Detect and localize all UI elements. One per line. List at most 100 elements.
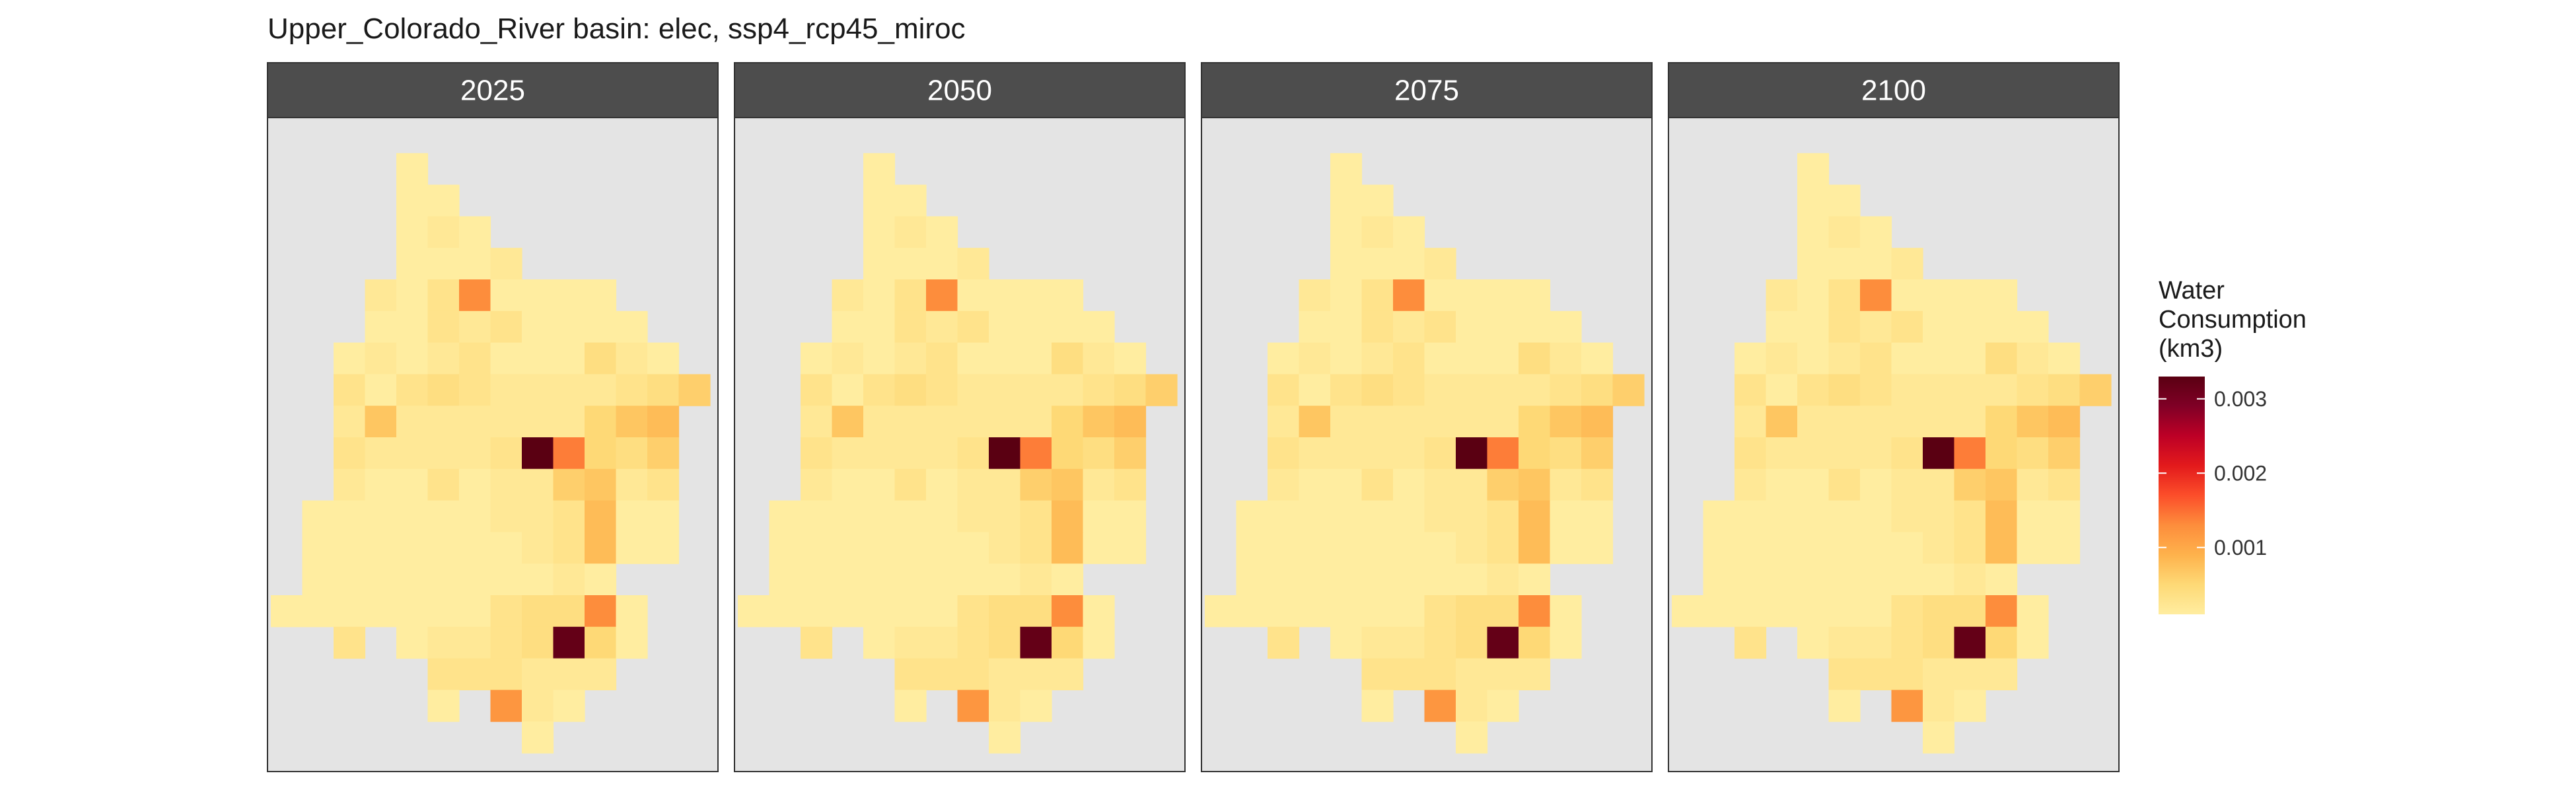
heatmap-cell xyxy=(1828,532,1861,564)
heatmap-cell xyxy=(863,153,896,186)
heatmap-cell xyxy=(1986,500,2018,532)
heatmap-cell xyxy=(459,248,491,280)
heatmap-cell xyxy=(957,500,989,532)
heatmap-cell xyxy=(894,658,927,690)
heatmap-cell xyxy=(1393,216,1425,248)
heatmap-cell xyxy=(957,658,989,690)
heatmap-cell xyxy=(832,310,864,344)
heatmap-cell xyxy=(1052,595,1084,628)
heatmap-cell xyxy=(1581,342,1614,375)
heatmap-cell xyxy=(1361,690,1394,722)
heatmap-cell xyxy=(1954,406,1986,438)
heatmap-cell xyxy=(1923,500,1955,532)
heatmap-cell xyxy=(1487,406,1519,438)
heatmap-cell xyxy=(522,626,554,659)
heatmap-cell xyxy=(1797,310,1830,344)
heatmap-cell xyxy=(396,342,429,375)
heatmap-cell xyxy=(647,500,680,532)
heatmap-cell xyxy=(2017,406,2049,438)
heatmap-cell xyxy=(1550,437,1582,470)
heatmap-cell xyxy=(1550,374,1582,406)
heatmap-cell xyxy=(427,342,460,375)
heatmap-cell xyxy=(1083,374,1115,406)
heatmap-cell xyxy=(1424,406,1456,438)
heatmap-cell xyxy=(522,721,554,754)
heatmap-cell xyxy=(1393,310,1425,344)
heatmap-cell xyxy=(1456,468,1488,501)
heatmap-cell xyxy=(1052,374,1084,406)
heatmap-cell xyxy=(365,310,397,344)
heatmap-cell xyxy=(427,184,460,217)
heatmap-cell xyxy=(1954,342,1986,375)
facet-strip xyxy=(1201,62,1653,118)
heatmap-cell xyxy=(1923,595,1955,628)
heatmap-cell xyxy=(1330,563,1363,596)
heatmap-cell xyxy=(863,500,896,532)
facet-strip-label: 2100 xyxy=(1861,75,1926,107)
heatmap-cell xyxy=(1797,153,1830,186)
heatmap-cell xyxy=(1766,437,1798,470)
heatmap-cell xyxy=(926,658,958,690)
heatmap-cell xyxy=(1361,532,1394,564)
heatmap-cell xyxy=(1268,595,1300,628)
heatmap-cell xyxy=(616,595,648,628)
heatmap-cell xyxy=(1361,658,1394,690)
heatmap-cell xyxy=(1424,310,1456,344)
heatmap-cell xyxy=(1797,248,1830,280)
heatmap-cell xyxy=(1424,658,1456,690)
heatmap-cell xyxy=(1735,437,1767,470)
heatmap-cell xyxy=(1083,595,1115,628)
heatmap-cell xyxy=(1236,532,1268,564)
heatmap-cell xyxy=(490,563,522,596)
heatmap-cell xyxy=(1145,374,1178,406)
heatmap-cell xyxy=(1236,595,1268,628)
heatmap-cell xyxy=(396,248,429,280)
heatmap-cell xyxy=(1020,500,1052,532)
heatmap-cell xyxy=(1550,406,1582,438)
heatmap-cell xyxy=(522,690,554,722)
heatmap-cell xyxy=(1581,406,1614,438)
heatmap-cell xyxy=(2048,374,2081,406)
heatmap-cell xyxy=(1860,374,1892,406)
heatmap-cell xyxy=(1330,248,1363,280)
heatmap-cell xyxy=(1083,310,1115,344)
heatmap-cell xyxy=(1487,437,1519,470)
legend-title-line: Consumption xyxy=(2159,306,2307,334)
heatmap-cell xyxy=(1299,563,1331,596)
heatmap-cell xyxy=(616,342,648,375)
heatmap-cell xyxy=(1923,468,1955,501)
heatmap-cell xyxy=(1891,437,1923,470)
heatmap-cell xyxy=(302,563,334,596)
heatmap-cell xyxy=(1891,279,1923,312)
heatmap-cell xyxy=(1114,406,1147,438)
heatmap-cell xyxy=(832,437,864,470)
heatmap-cell xyxy=(553,310,585,344)
heatmap-cell xyxy=(1986,563,2018,596)
heatmap-cell xyxy=(1114,342,1147,375)
heatmap-cell xyxy=(926,216,958,248)
heatmap-cell xyxy=(616,406,648,438)
heatmap-cell xyxy=(1923,437,1955,470)
heatmap-cell xyxy=(334,595,366,628)
heatmap-cell xyxy=(1393,342,1425,375)
heatmap-cell xyxy=(1083,626,1115,659)
heatmap-cell xyxy=(490,406,522,438)
heatmap-cell xyxy=(1114,500,1147,532)
heatmap-cell xyxy=(459,406,491,438)
heatmap-cell xyxy=(585,279,617,312)
heatmap-cell xyxy=(1550,595,1582,628)
heatmap-cell xyxy=(801,342,833,375)
heatmap-cell xyxy=(1052,563,1084,596)
heatmap-cell xyxy=(957,690,989,722)
heatmap-cell xyxy=(1487,532,1519,564)
heatmap-cell xyxy=(1923,532,1955,564)
heatmap-cell xyxy=(863,310,896,344)
heatmap-cell xyxy=(1703,595,1735,628)
heatmap-cell xyxy=(459,468,491,501)
heatmap-cell xyxy=(1361,310,1394,344)
heatmap-cell xyxy=(396,468,429,501)
heatmap-cell xyxy=(490,468,522,501)
heatmap-cell xyxy=(1519,279,1551,312)
heatmap-cell xyxy=(585,468,617,501)
